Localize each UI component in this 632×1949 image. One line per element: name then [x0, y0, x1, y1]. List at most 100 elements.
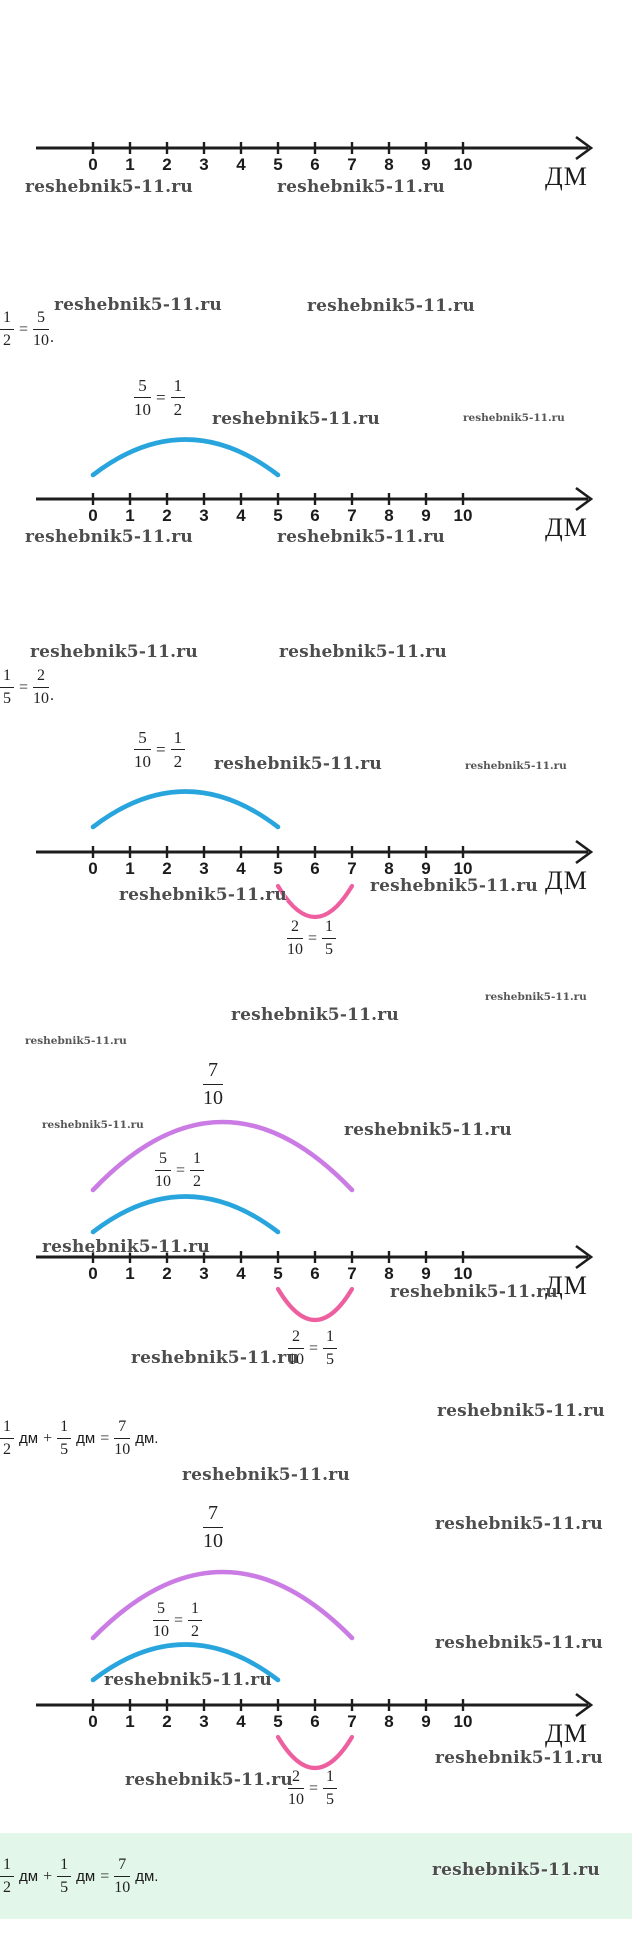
tick-label: 2 — [162, 859, 172, 878]
fraction-denominator: 10 — [288, 1791, 304, 1808]
fraction-numerator: 7 — [203, 1501, 223, 1528]
tick-label: 7 — [347, 155, 357, 174]
tick-label: 5 — [273, 859, 283, 878]
op-symbol: = — [156, 387, 166, 407]
op-symbol: + — [43, 1429, 53, 1447]
tick-label: 3 — [199, 155, 209, 174]
tick-label: 8 — [384, 506, 394, 525]
watermark-text: reshebnik5-11.ru — [25, 1035, 127, 1047]
tick-label: 5 — [273, 1264, 283, 1283]
axis-arrowhead — [575, 135, 594, 161]
fraction-numerator: 5 — [155, 1149, 171, 1171]
axis-unit-label: ДМ — [545, 866, 588, 895]
watermark-text: reshebnik5-11.ru — [231, 1005, 399, 1025]
fraction-denominator: 2 — [3, 1879, 11, 1896]
fraction-numerator: 1 — [57, 1417, 72, 1439]
tick-label: 8 — [384, 1712, 394, 1731]
tick-label: 6 — [310, 859, 320, 878]
fraction-numerator: 1 — [170, 727, 186, 751]
label-blue-arc-section2: 5 10 = 1 2 — [134, 375, 186, 421]
fifth-arc-section3 — [275, 883, 355, 919]
fraction-denominator: 2 — [173, 752, 183, 772]
half-arc-section4 — [90, 1194, 281, 1235]
label-blue-arc-section3: 5 10 = 1 2 — [134, 727, 186, 773]
fraction-denominator: 10 — [33, 690, 50, 707]
tick-label: 5 — [273, 155, 283, 174]
watermark-text: reshebnik5-11.ru — [42, 1237, 210, 1257]
tick-label: 3 — [199, 1712, 209, 1731]
unit-word: дм — [76, 1868, 96, 1885]
watermark-text: reshebnik5-11.ru — [277, 527, 445, 547]
watermark-text: reshebnik5-11.ru — [277, 177, 445, 197]
fraction-numerator: 1 — [0, 308, 14, 330]
axis-unit-label: ДМ — [545, 162, 588, 191]
fraction-denominator: 10 — [287, 941, 303, 958]
fraction-denominator: 2 — [193, 1173, 202, 1190]
period-symbol: . — [50, 329, 55, 346]
fraction-numerator: 2 — [288, 1767, 304, 1789]
tick-label: 9 — [421, 155, 431, 174]
fraction-numerator: 1 — [0, 666, 14, 688]
tick-label: 1 — [125, 859, 135, 878]
fraction-numerator: 5 — [134, 375, 151, 399]
fraction-five-tenths: 5 10 — [134, 375, 151, 421]
sum-arc-section5 — [90, 1569, 355, 1641]
fraction-numerator: 1 — [0, 1417, 14, 1439]
half-arc-section3 — [90, 789, 281, 830]
op-symbol: = — [308, 929, 318, 947]
fraction-numerator: 1 — [57, 1855, 72, 1877]
unit-word: дм — [19, 1430, 39, 1447]
fraction-denominator: 10 — [203, 1530, 223, 1552]
watermark-text: reshebnik5-11.ru — [182, 1465, 350, 1485]
tick-label: 8 — [384, 1264, 394, 1283]
watermark-text: reshebnik5-11.ru — [125, 1770, 293, 1790]
fraction-numerator: 5 — [134, 727, 151, 751]
tick-label: 7 — [347, 859, 357, 878]
tick-label: 4 — [236, 1264, 246, 1283]
label-pink-arc-section4: 2 10 = 1 5 — [288, 1327, 338, 1370]
tick-label: 1 — [125, 1264, 135, 1283]
label-blue-arc-section5: 5 10 = 1 2 — [153, 1599, 203, 1642]
tick-label: 6 — [310, 506, 320, 525]
axis-arrowhead — [575, 1692, 594, 1718]
tick-label: 3 — [199, 1264, 209, 1283]
watermark-text: reshebnik5-11.ru — [42, 1119, 144, 1131]
op-symbol: = — [19, 678, 29, 696]
watermark-text: reshebnik5-11.ru — [25, 177, 193, 197]
axis-arrowhead — [575, 1244, 594, 1270]
tick-label: 8 — [384, 155, 394, 174]
equation-one-half-equals-five-tenths: 1 2 = 5 10. — [0, 308, 54, 351]
fraction-denominator: 10 — [33, 332, 50, 349]
watermark-text: reshebnik5-11.ru — [214, 754, 382, 774]
fraction-numerator: 7 — [114, 1417, 131, 1439]
fraction-numerator: 1 — [322, 917, 337, 939]
equation-sum-dm-final-answer: 1 2 дм +1 5 дм = 7 10 дм. — [0, 1855, 158, 1898]
fraction-seven-tenths: 7 10 — [114, 1855, 131, 1898]
tick-label: 10 — [453, 1264, 473, 1283]
op-symbol: = — [174, 1611, 184, 1629]
op-symbol: = — [309, 1339, 319, 1357]
tick-label: 1 — [125, 155, 135, 174]
fraction-numerator: 1 — [170, 375, 186, 399]
fraction-numerator: 7 — [203, 1058, 223, 1085]
tick-label: 0 — [88, 506, 98, 525]
equation-sum-dm: 1 2 дм +1 5 дм = 7 10 дм. — [0, 1417, 158, 1460]
fraction-denominator: 10 — [134, 400, 151, 420]
watermark-text: reshebnik5-11.ru — [279, 642, 447, 662]
watermark-text: reshebnik5-11.ru — [435, 1633, 603, 1653]
fraction-denominator: 2 — [3, 332, 11, 349]
watermark-text: reshebnik5-11.ru — [435, 1514, 603, 1534]
fraction-seven-tenths: 7 10 — [203, 1501, 223, 1554]
unit-word: дм. — [135, 1868, 159, 1885]
fraction-denominator: 10 — [203, 1087, 223, 1109]
tick-label: 2 — [162, 155, 172, 174]
period-symbol: . — [50, 687, 55, 704]
axis-unit-label: ДМ — [545, 513, 588, 542]
tick-label: 7 — [347, 1712, 357, 1731]
fraction-numerator: 5 — [33, 308, 50, 330]
tick-label: 2 — [162, 506, 172, 525]
